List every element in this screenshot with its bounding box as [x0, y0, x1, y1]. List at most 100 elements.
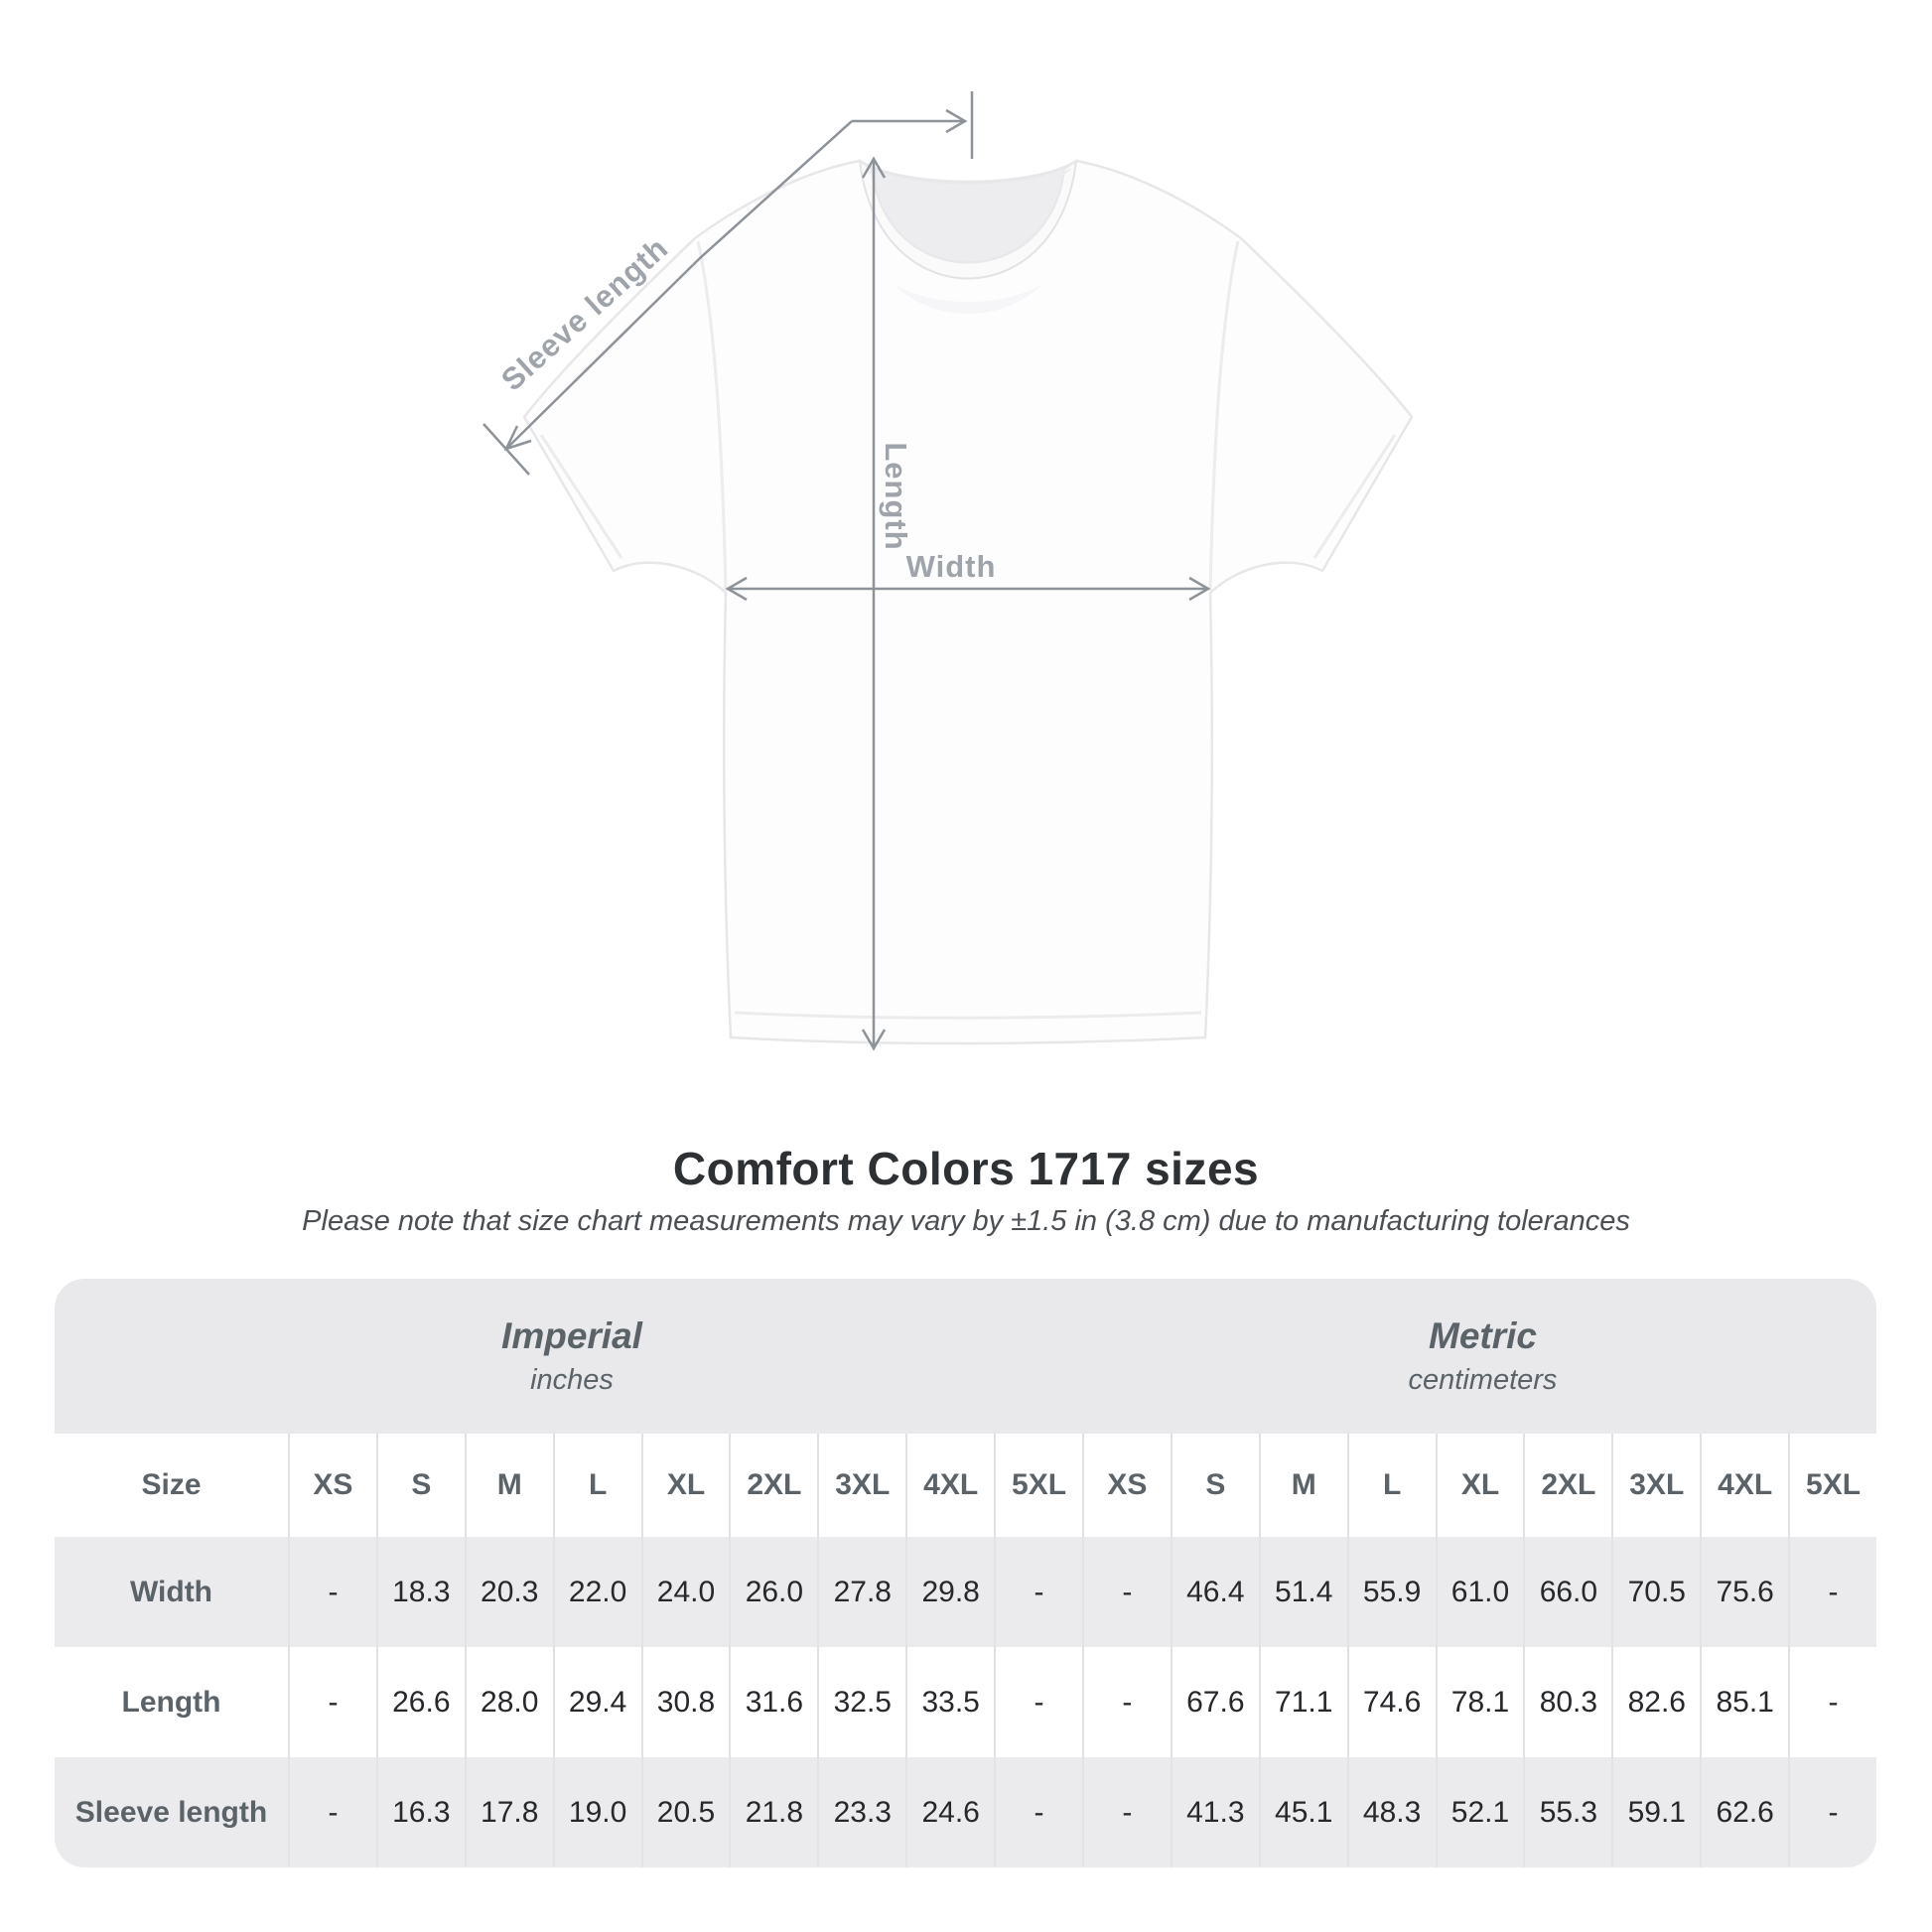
width-arrow [725, 576, 1211, 602]
value-cell: - [994, 1757, 1082, 1867]
collar-back-seam [865, 168, 1071, 196]
value-cell: 28.0 [464, 1647, 553, 1757]
value-cell: 55.3 [1523, 1757, 1611, 1867]
right-arrowhead-icon [945, 108, 968, 134]
value-cell: 67.6 [1170, 1647, 1259, 1757]
unit-header-band: Imperial inches Metric centimeters [55, 1279, 1876, 1434]
value-cell: 18.3 [375, 1537, 465, 1647]
value-cell: - [1081, 1757, 1171, 1867]
value-cell: 46.4 [1170, 1537, 1259, 1647]
value-cell: - [1081, 1537, 1171, 1647]
value-cell: 41.3 [1170, 1757, 1259, 1867]
value-cell: 16.3 [375, 1757, 465, 1867]
value-cell: 78.1 [1435, 1647, 1524, 1757]
tshirt-graphic [522, 158, 1414, 1045]
value-cell: - [288, 1537, 376, 1647]
value-cell: - [994, 1647, 1082, 1757]
value-cell: 21.8 [729, 1757, 817, 1867]
value-cell: 22.0 [552, 1537, 641, 1647]
value-cell: 66.0 [1523, 1537, 1611, 1647]
value-cell: 71.1 [1258, 1647, 1347, 1757]
value-cell: 74.6 [1346, 1647, 1436, 1757]
size-column-header: XS [288, 1434, 376, 1537]
value-cell: 59.1 [1611, 1757, 1700, 1867]
value-cell: 24.6 [905, 1757, 994, 1867]
down-arrowhead-icon [861, 1029, 887, 1051]
size-column-header: 3XL [1611, 1434, 1700, 1537]
value-cell: 55.9 [1346, 1537, 1436, 1647]
measurement-row: Width -18.3 20.3 22.0 24.0 26.0 27.8 29.8- -46.4… [55, 1537, 1876, 1647]
imperial-title: Imperial [501, 1315, 642, 1356]
value-cell: - [288, 1647, 376, 1757]
value-cell: - [1788, 1537, 1876, 1647]
size-column-header: L [1346, 1434, 1436, 1537]
up-arrowhead-icon [861, 156, 887, 179]
value-cell: 29.8 [905, 1537, 994, 1647]
size-column-header: M [464, 1434, 553, 1537]
collar-inner-seam [871, 168, 1065, 264]
value-cell: 26.0 [729, 1537, 817, 1647]
value-cell: 33.5 [905, 1647, 994, 1757]
value-cell: 24.0 [640, 1537, 730, 1647]
right-arrowhead-icon [1188, 576, 1211, 602]
size-column-header: XS [1081, 1434, 1171, 1537]
size-column-header: L [552, 1434, 641, 1537]
value-cell: 75.6 [1700, 1537, 1788, 1647]
value-cell: 19.0 [552, 1757, 641, 1867]
size-header-row: Size XS S M L XL 2XL 3XL 4XL 5XL XS S M L XL 2XL 3XL 4XL 5… [55, 1434, 1876, 1537]
value-cell: 29.4 [552, 1647, 641, 1757]
sleeve-end-tick [483, 423, 530, 476]
value-cell: 32.5 [817, 1647, 905, 1757]
imperial-unit: inches [530, 1364, 614, 1396]
value-cell: - [288, 1757, 376, 1867]
size-column-header: M [1258, 1434, 1347, 1537]
length-label: Length [879, 442, 913, 550]
left-armhole-seam [696, 240, 728, 592]
metric-title: Metric [1429, 1315, 1537, 1356]
value-cell: - [994, 1537, 1082, 1647]
row-label: Length [121, 1685, 221, 1719]
page-title: Comfort Colors 1717 sizes [672, 1143, 1260, 1194]
size-column-header: S [1170, 1434, 1259, 1537]
value-cell: 52.1 [1435, 1757, 1524, 1867]
metric-header: Metric centimeters [1089, 1279, 1876, 1434]
size-column-header: 2XL [729, 1434, 817, 1537]
value-cell: 62.6 [1700, 1757, 1788, 1867]
measurement-row: Sleeve length -16.3 17.8 19.0 20.5 21.8 23.3 24… [55, 1757, 1876, 1867]
value-cell: 23.3 [817, 1757, 905, 1867]
value-cell: - [1788, 1647, 1876, 1757]
value-cell: 80.3 [1523, 1647, 1611, 1757]
left-cuff-seam [539, 434, 623, 559]
size-column-header: 3XL [817, 1434, 905, 1537]
hem-seam [734, 1011, 1202, 1020]
value-cell: 30.8 [640, 1647, 730, 1757]
length-arrow [861, 156, 887, 1051]
size-column-header: XL [1435, 1434, 1524, 1537]
sleeve-length-arrow [483, 120, 853, 476]
size-column-header: S [375, 1434, 465, 1537]
value-cell: 85.1 [1700, 1647, 1788, 1757]
value-cell: - [1788, 1757, 1876, 1867]
value-cell: - [1081, 1647, 1171, 1757]
value-cell: 82.6 [1611, 1647, 1700, 1757]
value-cell: 27.8 [817, 1537, 905, 1647]
value-cell: 51.4 [1258, 1537, 1347, 1647]
value-cell: 26.6 [375, 1647, 465, 1757]
value-cell: 31.6 [729, 1647, 817, 1757]
collar-reference-arrow [852, 91, 974, 159]
page-subtitle: Please note that size chart measurements… [302, 1205, 1630, 1237]
left-arrowhead-icon [725, 576, 748, 602]
metric-unit: centimeters [1408, 1364, 1558, 1396]
size-grid: Size XS S M L XL 2XL 3XL 4XL 5XL XS S M L XL 2XL 3XL 4XL 5… [55, 1434, 1876, 1867]
size-column-header: 5XL [1788, 1434, 1876, 1537]
value-cell: 17.8 [464, 1757, 553, 1867]
right-armhole-seam [1208, 240, 1240, 592]
tshirt-body [522, 159, 1414, 1045]
value-cell: 20.3 [464, 1537, 553, 1647]
size-column-header: 4XL [1700, 1434, 1788, 1537]
collar-shadow [894, 284, 1042, 314]
right-cuff-seam [1312, 434, 1397, 559]
size-column-header: 4XL [905, 1434, 994, 1537]
width-label: Width [906, 549, 997, 584]
